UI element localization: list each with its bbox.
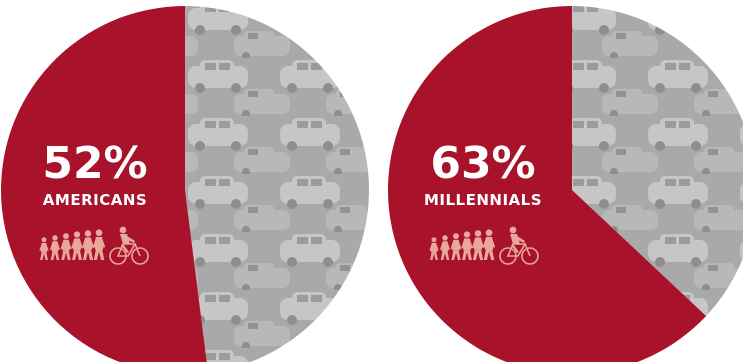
- pie-slice-millennials: [388, 6, 707, 362]
- pie-slice-americans: [0, 6, 207, 362]
- category-label: MILLENNIALS: [424, 191, 542, 209]
- pie-slice-rest: [572, 6, 743, 316]
- category-label: AMERICANS: [43, 191, 147, 209]
- percent-label: 52%: [42, 138, 147, 189]
- percent-label: 63%: [430, 138, 535, 189]
- pie-chart-1: 52% AMERICANS: [0, 6, 369, 362]
- pie-slice-rest: [185, 6, 369, 362]
- pie-chart-2: 63% MILLENNIALS: [388, 6, 743, 362]
